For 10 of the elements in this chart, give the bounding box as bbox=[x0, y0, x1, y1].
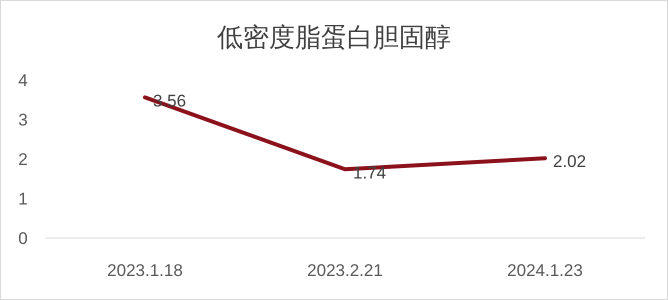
chart-title: 低密度脂蛋白胆固醇 bbox=[217, 23, 451, 52]
data-label: 2.02 bbox=[553, 152, 586, 172]
y-tick-label: 0 bbox=[18, 229, 28, 248]
x-tick-label: 2023.1.18 bbox=[107, 261, 183, 280]
y-tick-label: 3 bbox=[18, 110, 28, 130]
y-tick-label: 2 bbox=[18, 150, 28, 169]
x-tick-label: 2024.1.23 bbox=[507, 261, 583, 280]
y-tick-label: 4 bbox=[18, 71, 28, 90]
y-tick-label: 1 bbox=[18, 190, 28, 208]
x-tick-label: 2023.2.21 bbox=[307, 261, 383, 280]
